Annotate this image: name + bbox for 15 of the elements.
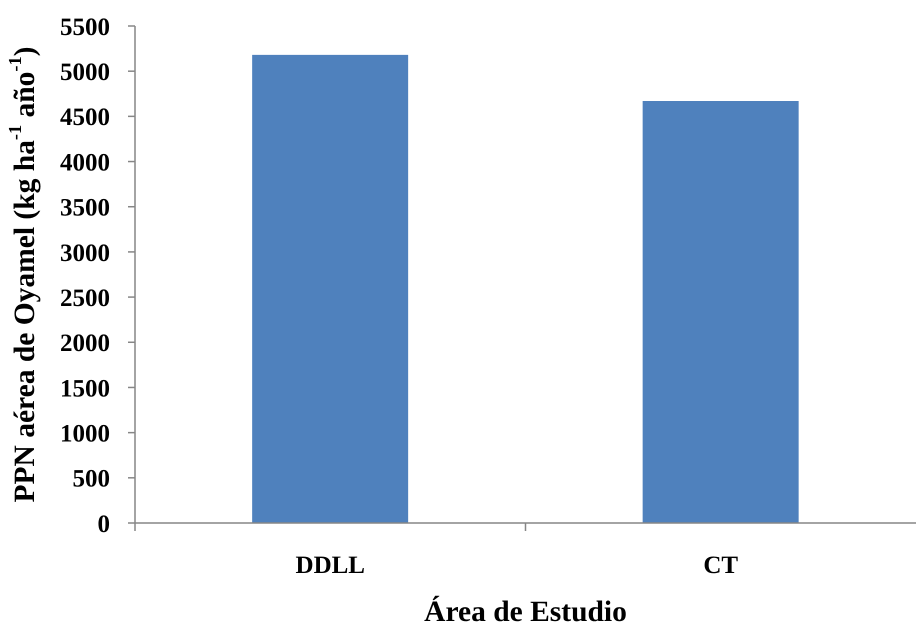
y-tick-label: 1000 [60, 420, 110, 448]
x-tick-label: CT [703, 552, 738, 579]
y-tick-label: 5000 [60, 59, 110, 86]
y-tick-label: 1500 [60, 375, 110, 402]
y-tick-label: 500 [72, 466, 110, 493]
y-tick-label: 2000 [60, 330, 110, 358]
y-tick-label: 5500 [60, 14, 110, 41]
y-tick-label: 0 [98, 510, 110, 538]
x-tick-label: DDLL [296, 552, 365, 579]
y-tick-label: 3500 [60, 194, 110, 222]
y-tick-label: 4500 [60, 104, 110, 132]
x-axis-title: Área de Estudio [424, 595, 627, 628]
y-tick-label: 4000 [60, 149, 110, 176]
y-tick-label: 2500 [60, 284, 110, 312]
y-tick-label: 3000 [60, 240, 110, 267]
